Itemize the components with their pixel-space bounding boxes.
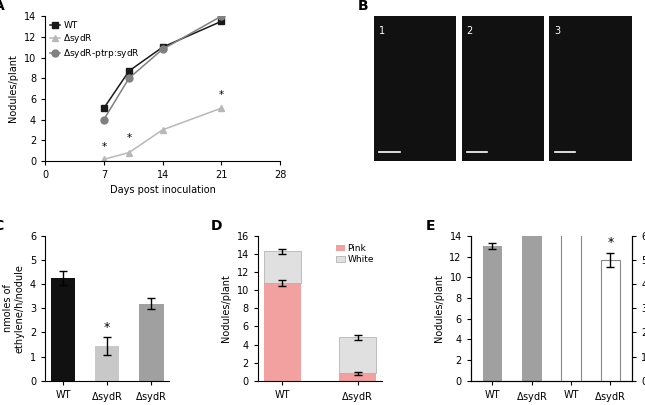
Bar: [482, 246, 502, 381]
Legend: Pink, White: Pink, White: [332, 241, 377, 268]
Bar: [264, 283, 301, 381]
ΔsydR: [125, 150, 133, 155]
Y-axis label: Nodules/plant: Nodules/plant: [221, 275, 231, 342]
Text: *: *: [126, 133, 132, 143]
Line: ΔsydR-ptrp:sydR: ΔsydR-ptrp:sydR: [101, 13, 224, 123]
Y-axis label: Nodules/plant: Nodules/plant: [434, 275, 444, 342]
Legend: WT, $\Delta$sydR, $\Delta$sydR-ptrp:sydR: WT, $\Delta$sydR, $\Delta$sydR-ptrp:sydR: [50, 21, 140, 60]
Text: *: *: [101, 141, 106, 151]
Line: ΔsydR: ΔsydR: [101, 104, 224, 163]
Bar: [95, 346, 119, 381]
WT: [217, 19, 225, 24]
WT: [159, 45, 166, 50]
Text: 1: 1: [379, 26, 385, 36]
Bar: [264, 252, 301, 283]
Bar: [462, 16, 544, 161]
Text: *: *: [219, 90, 224, 100]
Bar: [561, 190, 581, 381]
ΔsydR: [217, 106, 225, 111]
ΔsydR-ptrp:sydR: [100, 117, 108, 122]
Bar: [139, 304, 164, 381]
Text: A: A: [0, 0, 5, 13]
Bar: [339, 373, 377, 381]
ΔsydR-ptrp:sydR: [125, 76, 133, 81]
WT: [100, 106, 108, 111]
Line: WT: WT: [101, 18, 224, 112]
Bar: [339, 337, 377, 373]
Text: 3: 3: [555, 26, 561, 36]
Text: 2: 2: [467, 26, 473, 36]
Text: D: D: [211, 219, 223, 233]
ΔsydR: [100, 157, 108, 162]
Text: *: *: [608, 236, 613, 249]
ΔsydR-ptrp:sydR: [159, 47, 166, 52]
X-axis label: Days post inoculation: Days post inoculation: [110, 185, 215, 196]
WT: [125, 68, 133, 73]
Bar: [51, 278, 75, 381]
ΔsydR-ptrp:sydR: [217, 14, 225, 19]
Y-axis label: Nodules/plant: Nodules/plant: [8, 55, 18, 122]
Text: *: *: [104, 321, 110, 334]
ΔsydR: [159, 128, 166, 132]
Bar: [600, 260, 620, 381]
Y-axis label: nmoles of
ethylene/h/nodule: nmoles of ethylene/h/nodule: [3, 264, 25, 353]
Text: B: B: [358, 0, 369, 13]
Bar: [373, 16, 457, 161]
Bar: [550, 16, 632, 161]
Text: C: C: [0, 219, 3, 233]
Bar: [522, 231, 542, 381]
Text: E: E: [426, 219, 435, 233]
